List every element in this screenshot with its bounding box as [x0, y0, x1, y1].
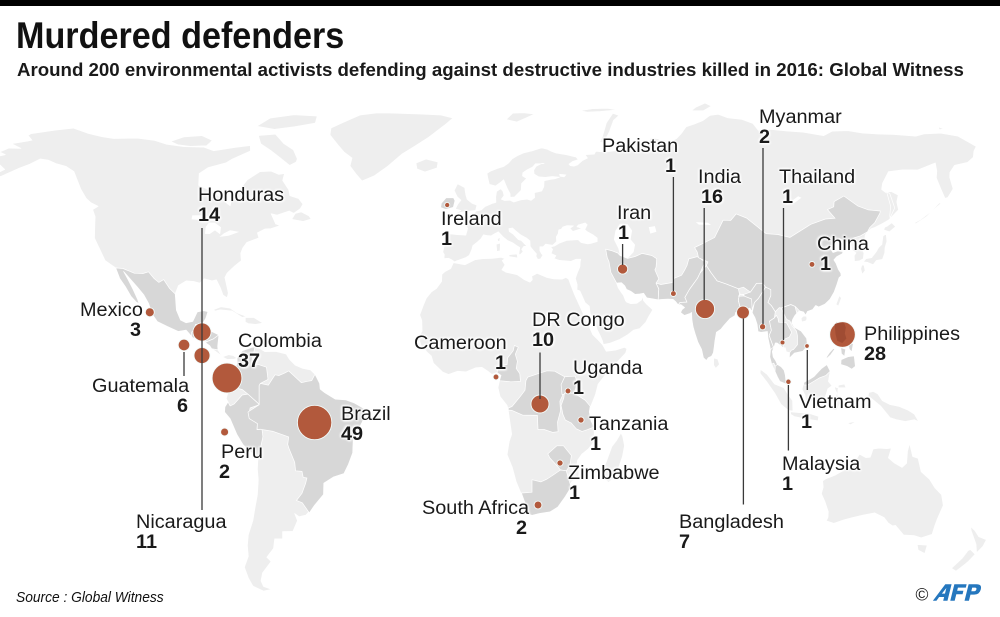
- svg-text:©: ©: [916, 585, 929, 605]
